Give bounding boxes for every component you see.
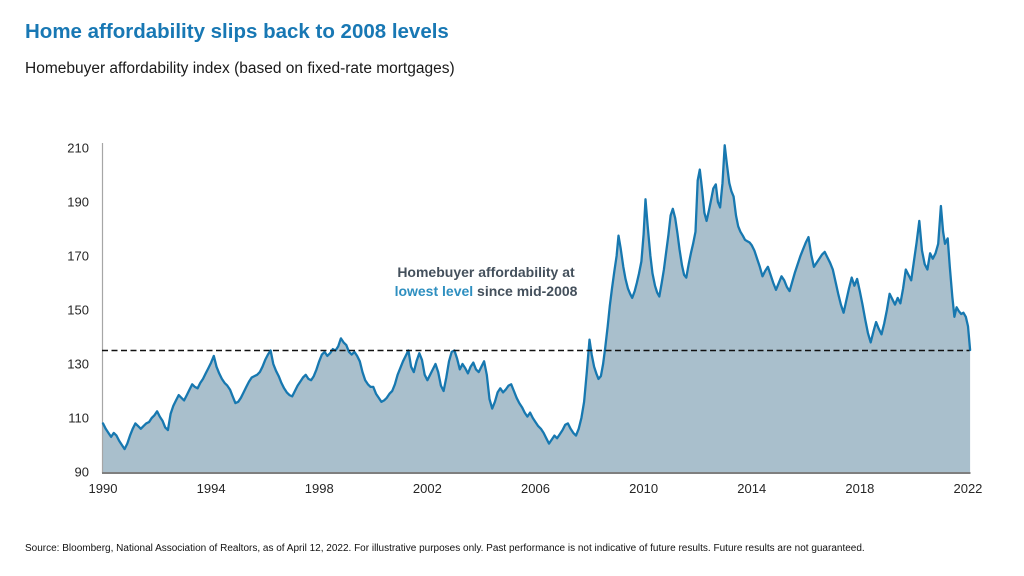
x-tick-label: 2006 [521, 481, 550, 496]
y-tick-label: 150 [67, 303, 89, 318]
source-note: Source: Bloomberg, National Association … [25, 543, 865, 554]
x-tick-label: 1994 [197, 481, 226, 496]
y-tick-label: 130 [67, 357, 89, 372]
x-tick-label: 2022 [953, 481, 982, 496]
y-tick-label: 110 [68, 411, 89, 426]
x-tick-label: 2010 [629, 481, 658, 496]
page-title: Home affordability slips back to 2008 le… [25, 20, 449, 43]
chart-annotation: Homebuyer affordability at lowest level … [336, 263, 636, 301]
y-tick-label: 190 [67, 195, 89, 210]
index-line [101, 144, 972, 451]
x-tick-label: 2014 [737, 481, 766, 496]
y-tick-label: 90 [75, 465, 89, 480]
annotation-highlight: lowest level [394, 283, 474, 299]
x-tick-label: 1998 [305, 481, 334, 496]
area-fill [103, 145, 971, 473]
annotation-rest: since mid-2008 [473, 283, 578, 299]
x-tick-label: 2018 [845, 481, 874, 496]
x-tick-label: 2002 [413, 481, 442, 496]
x-tick-label: 1990 [89, 481, 118, 496]
y-tick-label: 170 [67, 249, 89, 264]
y-tick-label: 210 [67, 141, 89, 156]
annotation-line1: Homebuyer affordability at [397, 264, 575, 280]
chart-subtitle: Homebuyer affordability index (based on … [25, 60, 455, 77]
